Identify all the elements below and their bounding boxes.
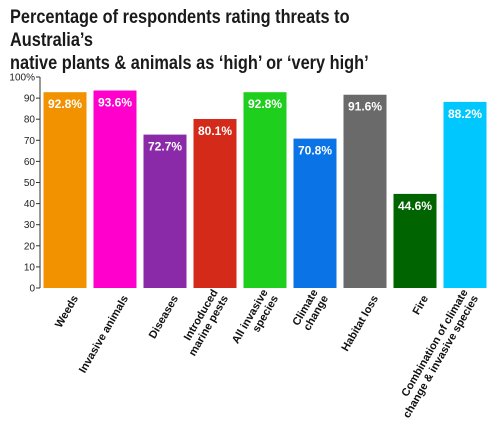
x-category-label: Diseases: [147, 294, 181, 341]
bar: [443, 101, 487, 288]
x-category-label: Combination of climatechange & invasive …: [391, 288, 481, 421]
bar: [393, 193, 437, 288]
bar: [93, 90, 137, 288]
x-category-label-line: Invasive animals: [77, 294, 131, 376]
chart-title-line-2: native plants & animals as ‘high’ or ‘ve…: [10, 53, 369, 74]
bar-value-label: 88.2%: [448, 107, 482, 121]
x-category-label: Habitat loss: [339, 294, 381, 354]
x-category-label-line: Fire: [411, 294, 431, 317]
bar-value-label: 92.8%: [248, 97, 282, 111]
bar: [193, 118, 237, 288]
y-tick-label: 40: [24, 199, 36, 210]
y-tick-label: 20: [24, 241, 36, 252]
y-tick-label: 10: [24, 262, 36, 273]
bar: [243, 92, 287, 288]
bars: 92.8% 93.6% 72.7% 80.1% 92.8% 70.8% 91.6% 44.6%…: [43, 90, 487, 288]
y-tick-label: 30: [24, 220, 36, 231]
bar-value-label: 70.8%: [298, 144, 332, 158]
y-tick-label: 80: [24, 115, 36, 126]
bar-value-label: 91.6%: [348, 100, 382, 114]
chart-title: Percentage of respondents rating threats…: [10, 6, 423, 75]
y-tick-label: 50: [24, 178, 36, 189]
y-axis: 0 10 20 30 40 50 60 70 80 90 100%: [9, 73, 41, 295]
bar: [143, 134, 187, 288]
bar-value-label: 92.8%: [48, 97, 82, 111]
y-tick-label: 90: [24, 94, 36, 105]
x-category-label-line: Weeds: [53, 294, 81, 331]
bar: [43, 92, 87, 288]
y-tick-label: 70: [24, 136, 36, 147]
y-tick-label: 100%: [9, 73, 35, 84]
bar: [343, 94, 387, 288]
x-category-label: Invasive animals: [77, 294, 131, 376]
bar-value-label: 93.6%: [98, 96, 132, 110]
chart-title-line-1: Percentage of respondents rating threats…: [10, 7, 350, 51]
y-tick-label: 60: [24, 157, 36, 168]
x-category-label-line: Habitat loss: [339, 294, 381, 354]
x-category-label-line: Combination of climate: [399, 288, 470, 399]
bar: [293, 138, 337, 288]
x-category-label-line: Diseases: [147, 294, 181, 341]
bar-value-label: 44.6%: [398, 199, 432, 213]
bar-value-label: 80.1%: [198, 124, 232, 138]
x-category-label: All invasivespecies: [230, 288, 281, 352]
x-category-label: Climatechange: [290, 288, 331, 334]
x-category-label: Introducedmarine pests: [176, 288, 231, 359]
y-tick-label: 0: [29, 284, 35, 295]
x-category-label: Fire: [411, 294, 431, 317]
bar-value-label: 72.7%: [148, 140, 182, 154]
x-category-label: Weeds: [53, 294, 81, 331]
